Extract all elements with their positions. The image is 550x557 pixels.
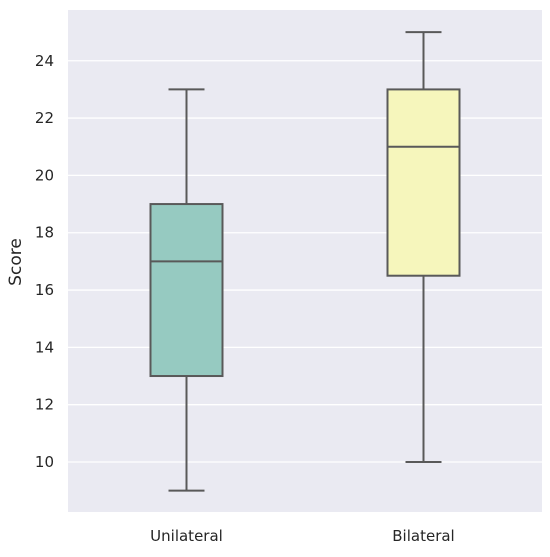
iqr-box-unilateral: [149, 203, 224, 378]
y-tick-label-20: 20: [35, 166, 54, 184]
y-tick-label-12: 12: [35, 396, 54, 414]
y-tick-label-18: 18: [35, 224, 54, 242]
iqr-box-bilateral: [386, 88, 461, 277]
boxes: [149, 31, 461, 492]
y-tick-label-24: 24: [35, 52, 54, 70]
y-tick-label-10: 10: [35, 453, 54, 471]
y-axis-label: Score: [6, 238, 26, 286]
box-unilateral: [149, 88, 224, 492]
y-tick-label-22: 22: [35, 109, 54, 127]
plot-background: [68, 10, 542, 512]
x-tick-labels: Unilateral Bilateral: [150, 527, 455, 545]
x-tick-label-unilateral: Unilateral: [150, 527, 223, 545]
y-tick-label-16: 16: [35, 281, 54, 299]
x-tick-label-bilateral: Bilateral: [392, 527, 454, 545]
box-bilateral: [386, 31, 461, 463]
grid-lines: [68, 60, 542, 463]
y-tick-labels: 10 12 14 16 18 20 22 24: [35, 52, 54, 471]
y-tick-label-14: 14: [35, 338, 54, 356]
